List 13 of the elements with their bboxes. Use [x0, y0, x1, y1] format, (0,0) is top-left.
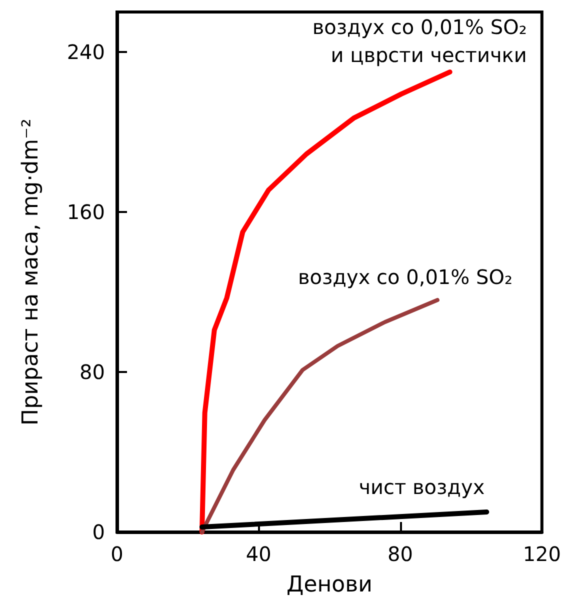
x-tick-label: 80	[388, 542, 413, 566]
series-label: воздух со 0,01% SO₂	[298, 265, 512, 289]
series-label: чист воздух	[358, 475, 485, 499]
x-axis-title: Денови	[286, 572, 372, 598]
y-axis-title: Прираст на маса, mg·dm⁻²	[18, 118, 44, 426]
y-tick-label: 80	[80, 360, 105, 384]
y-tick-label: 0	[92, 520, 105, 544]
y-tick-label: 240	[66, 40, 105, 64]
text: воздух со 0,01% SO₂ и цврсти честички	[312, 15, 527, 67]
y-tick-label: 160	[66, 200, 105, 224]
x-tick-label: 0	[110, 542, 124, 566]
x-tick-label: 120	[522, 542, 562, 566]
x-tick-label: 40	[246, 542, 272, 566]
